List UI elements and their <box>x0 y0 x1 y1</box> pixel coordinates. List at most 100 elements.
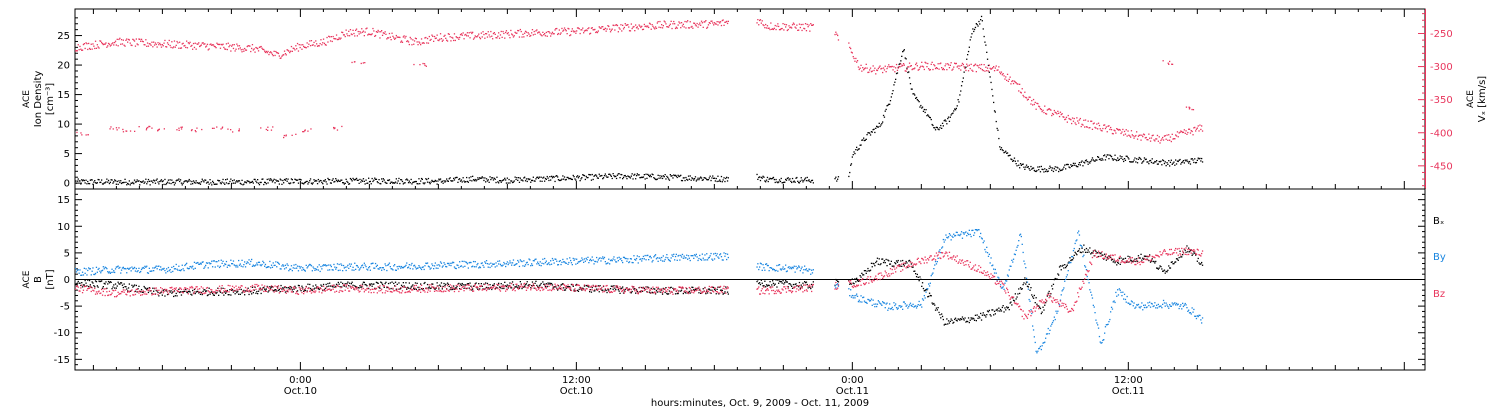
b-series-1-point <box>364 264 366 266</box>
velocity-outlier-point <box>195 131 197 133</box>
density-series-point <box>938 129 940 131</box>
b-series-1-point <box>132 268 134 270</box>
b-series-1-point <box>616 257 619 259</box>
velocity-outlier-point <box>302 131 304 133</box>
b-series-1-point <box>856 293 858 295</box>
b-series-1-point <box>98 267 100 270</box>
b-series-1-point <box>970 235 972 238</box>
velocity-outlier-point <box>423 63 426 65</box>
b-series-0-point <box>1180 256 1182 258</box>
density-series-point <box>394 181 397 183</box>
axis-label-line: [cm⁻³] <box>45 83 56 115</box>
velocity-series-point <box>769 28 771 31</box>
b-series-0-point <box>1051 288 1054 290</box>
b-series-0-point <box>432 283 434 285</box>
b-series-0-point <box>550 282 553 285</box>
velocity-outlier-point <box>270 129 273 131</box>
velocity-series-point <box>531 32 533 34</box>
b-series-1-point <box>884 307 886 309</box>
velocity-outlier-point <box>134 130 136 132</box>
density-series-point <box>366 182 368 184</box>
velocity-series-point <box>322 42 324 44</box>
b-series-0-point <box>468 287 470 289</box>
density-series-point <box>1127 157 1129 159</box>
b-series-1-point <box>393 265 395 267</box>
density-series-point <box>674 174 677 176</box>
density-series-point <box>1141 162 1143 164</box>
b-series-1-point <box>700 258 702 260</box>
b-series-1-point <box>406 262 408 264</box>
velocity-series-point <box>257 50 260 52</box>
velocity-series-point <box>1089 127 1091 129</box>
velocity-series-point <box>1195 130 1197 132</box>
b-series-1-point <box>312 266 314 268</box>
b-series-0-point <box>293 288 295 290</box>
velocity-series-point <box>994 67 996 69</box>
b-series-1-point <box>791 266 794 268</box>
b-series-0-point <box>681 287 684 289</box>
velocity-series-point <box>1020 92 1022 94</box>
density-series-point <box>1065 163 1068 166</box>
velocity-series-point <box>1056 113 1058 115</box>
b-series-0-point <box>597 285 599 287</box>
density-series-point <box>265 183 267 185</box>
b-series-0-point <box>1065 265 1068 267</box>
velocity-series-point <box>422 42 424 44</box>
density-series-point <box>98 179 100 181</box>
b-series-0-point <box>1016 296 1018 298</box>
density-series-point <box>786 177 788 180</box>
b-series-0-point <box>365 284 367 286</box>
b-series-0-point <box>874 265 876 267</box>
velocity-outlier-point <box>76 131 78 134</box>
density-series-point <box>582 174 584 176</box>
velocity-series-point <box>76 50 78 52</box>
density-series-point <box>145 178 147 180</box>
density-series-point <box>1146 161 1148 163</box>
b-series-1-point <box>696 256 698 258</box>
velocity-series-point <box>777 23 779 25</box>
density-series-point <box>319 179 321 182</box>
density-series-point <box>975 23 977 25</box>
density-series-point <box>172 181 174 184</box>
density-series-point <box>297 182 300 184</box>
b-series-1-point <box>663 260 665 262</box>
b-series-0-point <box>368 287 370 290</box>
b-series-0-point <box>227 294 229 296</box>
density-series-point <box>1048 167 1050 170</box>
velocity-series-point <box>601 26 603 28</box>
velocity-series-point <box>1061 113 1063 115</box>
velocity-series-point <box>703 21 705 23</box>
velocity-series-point <box>403 35 405 37</box>
b-series-1-point <box>953 233 955 235</box>
b-series-0-point <box>1162 270 1165 272</box>
velocity-series-point <box>122 39 124 41</box>
b-series-0-point <box>966 320 968 322</box>
velocity-series-point <box>1062 116 1064 118</box>
b-series-1-point <box>947 237 949 239</box>
b-series-1-point <box>494 266 496 268</box>
b-series-1-point <box>335 266 338 269</box>
velocity-series-point <box>453 33 456 35</box>
density-series-point <box>638 174 640 176</box>
b-series-1-point <box>318 264 320 266</box>
velocity-series-point <box>1041 110 1043 113</box>
density-series-point <box>247 180 249 182</box>
b-series-1-point <box>413 265 415 267</box>
b-series-1-point <box>984 248 986 251</box>
velocity-series-point <box>977 65 979 67</box>
density-series-point <box>955 107 957 110</box>
b-series-1-point <box>551 257 554 260</box>
density-series-point <box>1013 157 1016 159</box>
b-series-0-point <box>492 284 494 286</box>
b-series-0-point <box>324 287 326 290</box>
velocity-series-point <box>805 30 808 32</box>
b-series-0-point <box>195 291 197 293</box>
density-series-point <box>251 180 254 183</box>
density-series-point <box>1113 158 1115 160</box>
velocity-series-point <box>385 33 387 35</box>
b-series-0-point <box>869 269 872 271</box>
b-series-0-point <box>100 280 102 282</box>
density-series-point <box>386 182 388 184</box>
density-series-point <box>264 181 267 184</box>
density-series-point <box>850 164 852 166</box>
